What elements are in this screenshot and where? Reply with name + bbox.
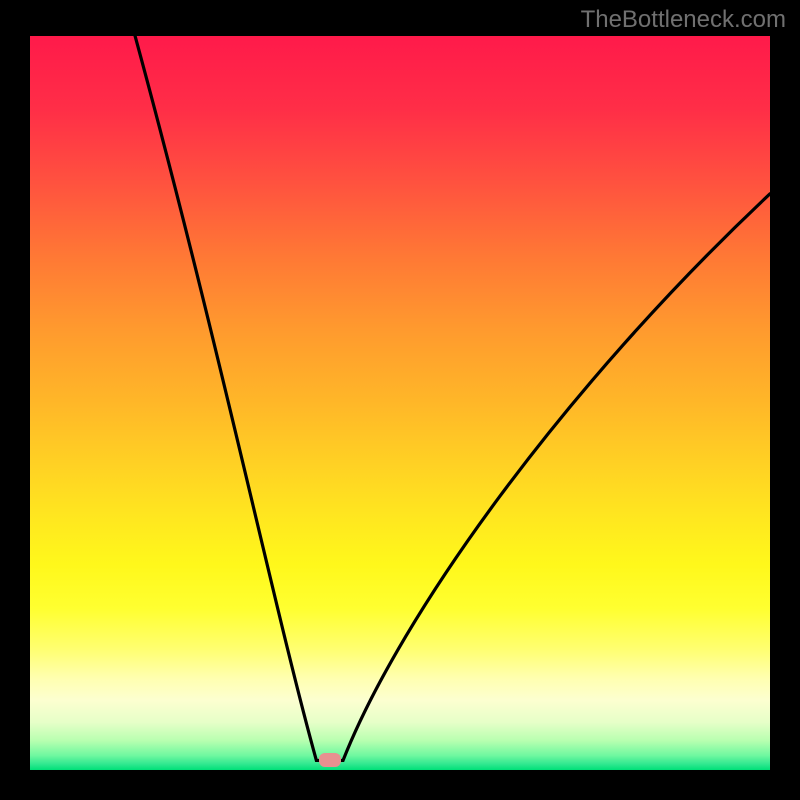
attribution-text: TheBottleneck.com [581, 6, 786, 34]
optimum-marker [319, 753, 341, 767]
curve-path [135, 36, 770, 760]
bottleneck-curve [30, 36, 770, 770]
bottleneck-plot [30, 36, 770, 770]
